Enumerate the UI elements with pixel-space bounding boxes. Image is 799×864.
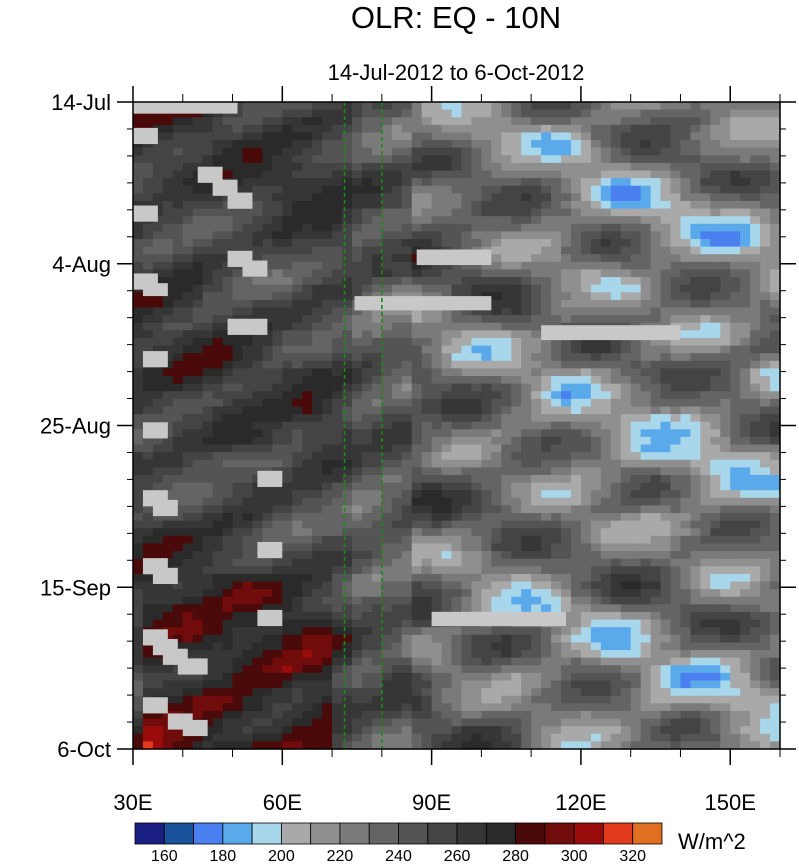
chart-title: OLR: EQ - 10N [351, 0, 561, 35]
colorbar-units: W/m^2 [678, 829, 746, 854]
x-tick-label: 30E [113, 790, 152, 815]
colorbar: 160 180 200 220 240 260 280 300 320 [134, 822, 663, 864]
reference-lines [343, 102, 383, 749]
y-tick-label: 6-Oct [57, 737, 111, 762]
colorbar-swatch [368, 822, 399, 845]
colorbar-swatch [222, 822, 253, 845]
colorbar-swatch [485, 822, 517, 845]
colorbar-swatch [163, 822, 194, 845]
y-axis: 14-Jul 4-Aug 25-Aug 15-Sep 6-Oct [40, 90, 796, 762]
colorbar-label: 200 [268, 848, 295, 864]
colorbar-swatch [456, 822, 487, 845]
colorbar-label: 160 [151, 848, 178, 864]
colorbar-label: 280 [502, 848, 529, 864]
x-tick-label: 120E [555, 790, 606, 815]
colorbar-swatch [134, 822, 165, 845]
colorbar-label: 260 [444, 848, 471, 864]
colorbar-swatch [339, 822, 370, 845]
colorbar-swatch [427, 822, 458, 845]
y-tick-label: 14-Jul [51, 90, 111, 115]
y-tick-label: 15-Sep [40, 575, 111, 600]
missing-data-patches [133, 102, 681, 737]
colorbar-label: 240 [385, 848, 412, 864]
colorbar-swatch [280, 822, 312, 845]
colorbar-swatch [632, 822, 663, 845]
colorbar-label: 180 [209, 848, 236, 864]
colorbar-label: 300 [561, 848, 588, 864]
x-tick-label: 90E [412, 790, 451, 815]
colorbar-label: 220 [327, 848, 354, 864]
x-axis: 30E 60E 90E 120E 150E [113, 86, 781, 815]
y-tick-label: 25-Aug [40, 414, 111, 439]
colorbar-swatch [515, 822, 546, 845]
colorbar-swatch [603, 822, 634, 845]
x-tick-label: 60E [263, 790, 302, 815]
colorbar-swatch [544, 822, 575, 845]
chart-subtitle: 14-Jul-2012 to 6-Oct-2012 [328, 60, 585, 85]
colorbar-label: 320 [619, 848, 646, 864]
x-tick-label: 150E [705, 790, 756, 815]
colorbar-swatch [398, 822, 429, 845]
y-tick-label: 4-Aug [52, 252, 111, 277]
colorbar-swatch [573, 822, 604, 845]
colorbar-swatch [251, 822, 282, 845]
colorbar-swatch [310, 822, 341, 845]
colorbar-swatch [193, 822, 224, 845]
